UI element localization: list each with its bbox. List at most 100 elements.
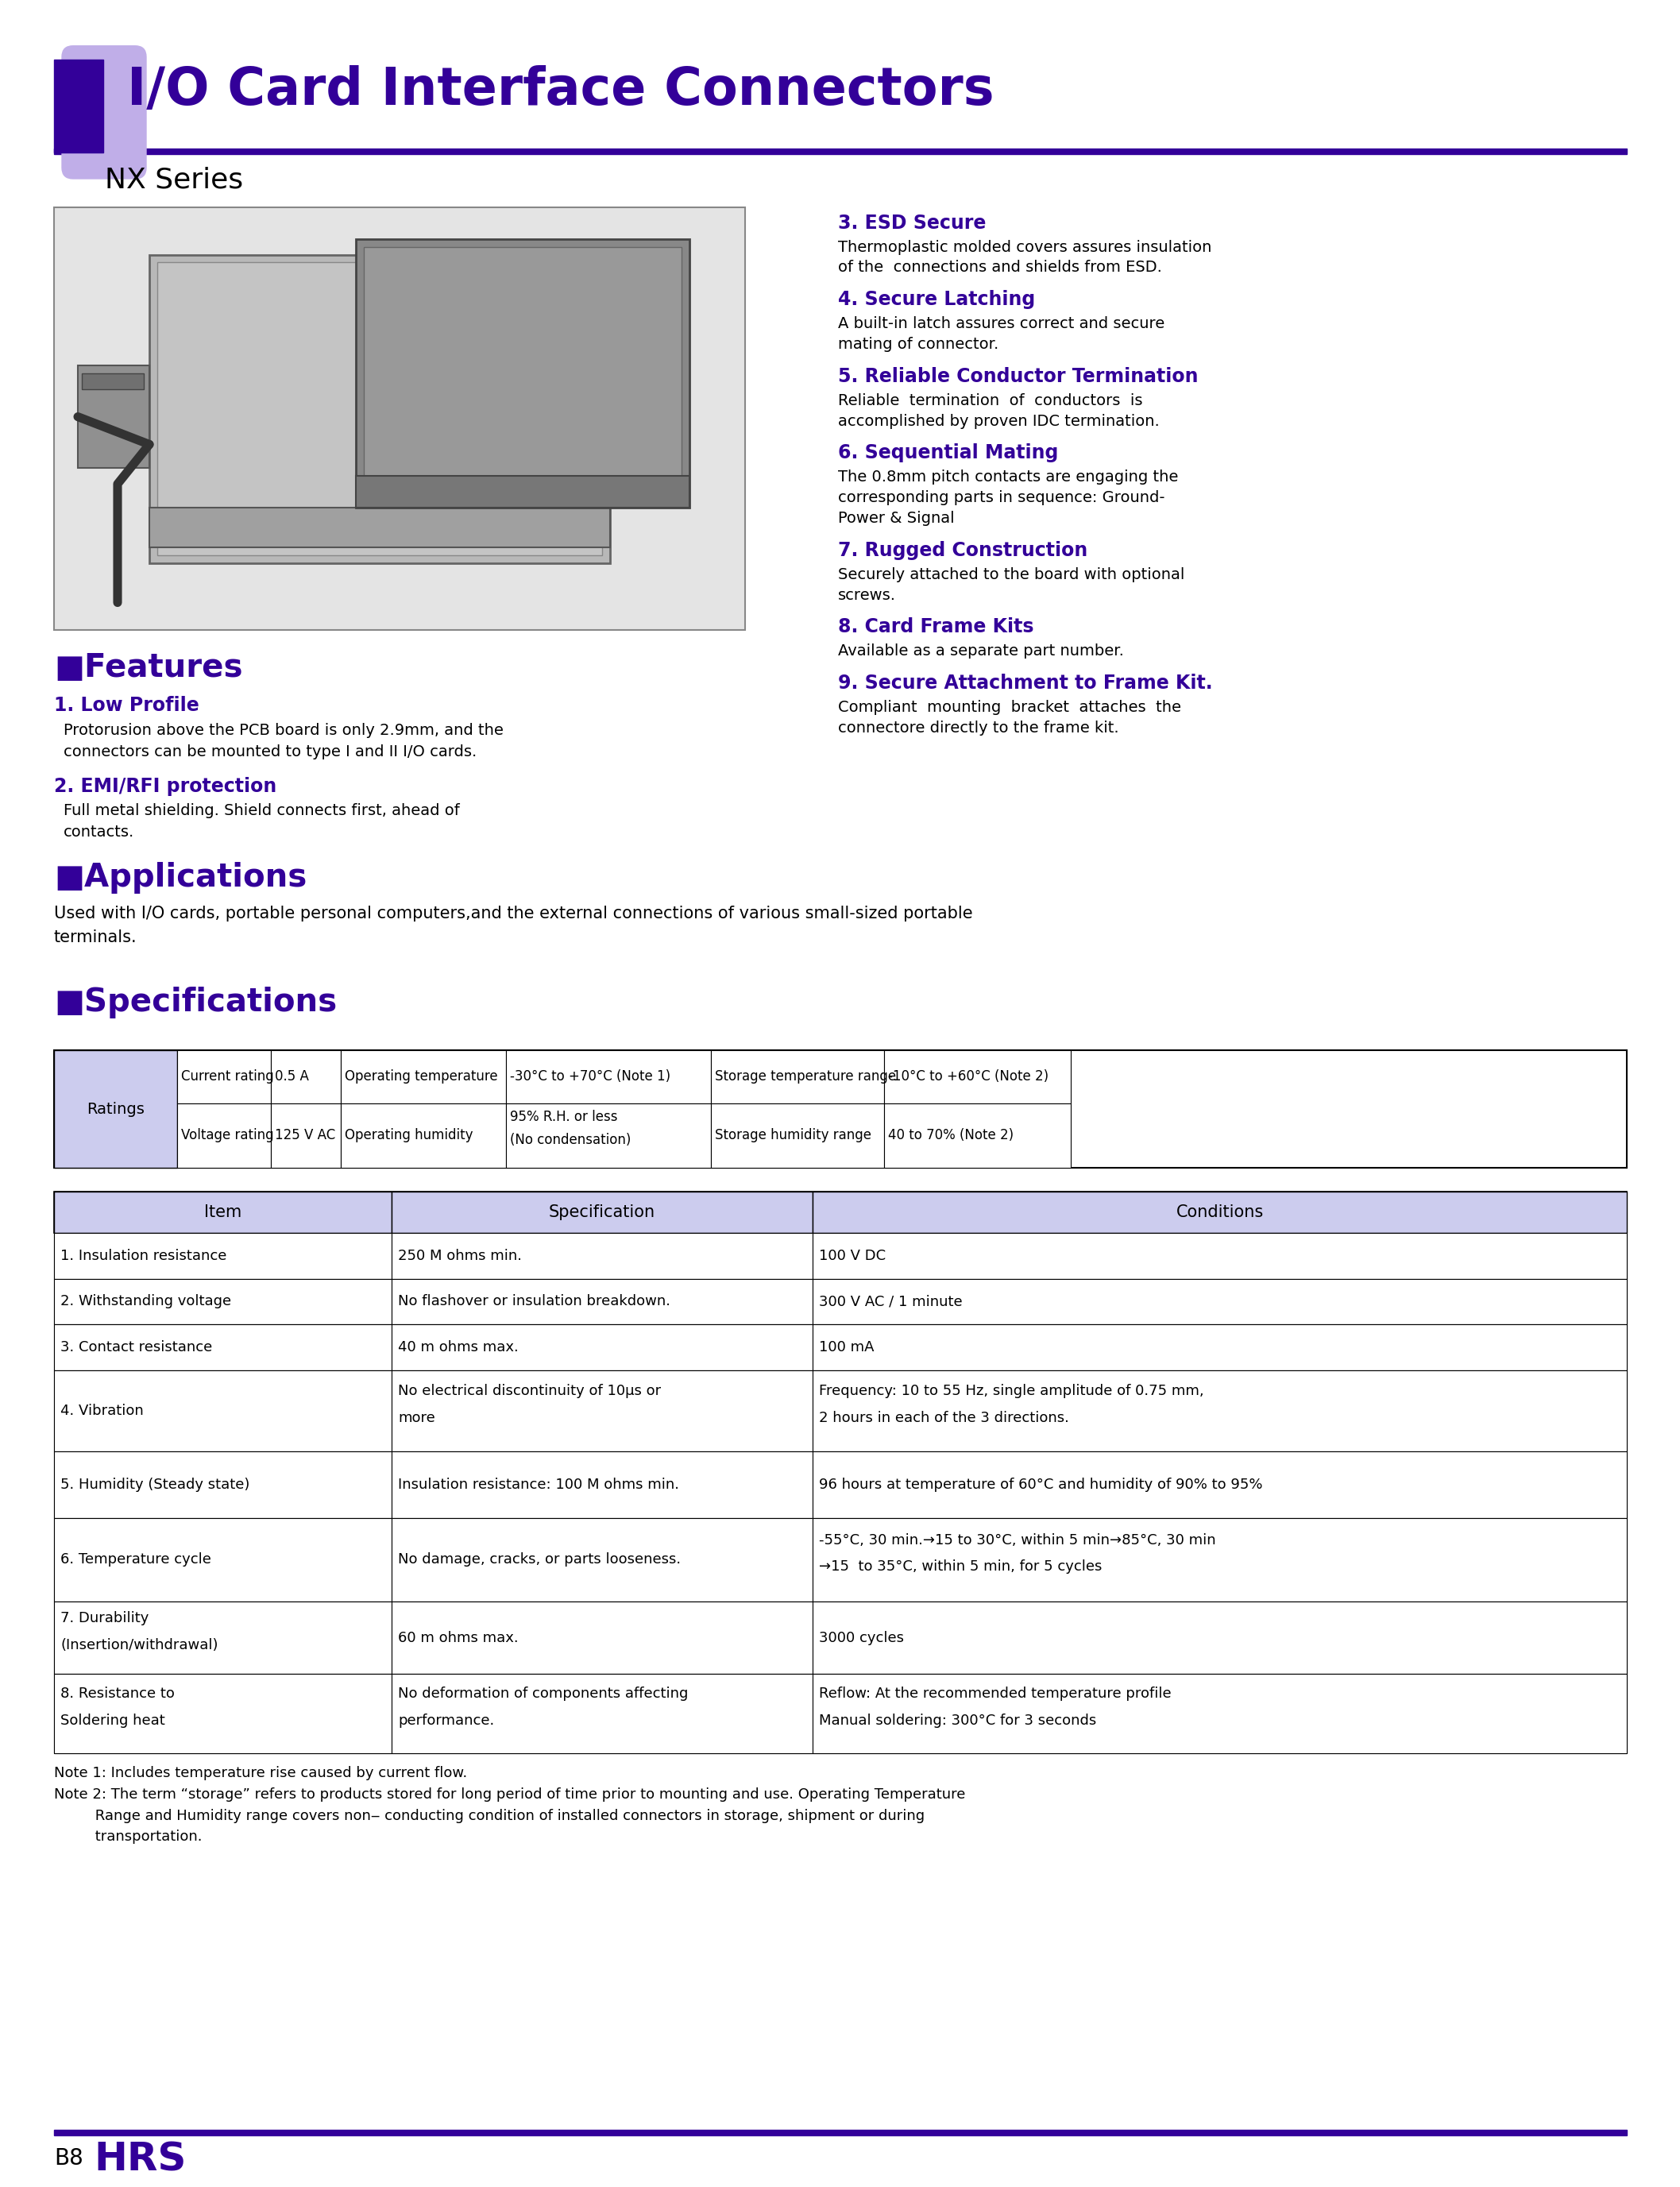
Bar — [506, 1050, 711, 1102]
Text: Protorusion above the PCB board is only 2.9mm, and the: Protorusion above the PCB board is only … — [64, 722, 504, 737]
Text: -10°C to +60°C (Note 2): -10°C to +60°C (Note 2) — [889, 1069, 1048, 1085]
Bar — [54, 1050, 1626, 1168]
Bar — [54, 1371, 1626, 1450]
Text: contacts.: contacts. — [64, 824, 134, 840]
Bar — [270, 1102, 341, 1168]
Bar — [813, 1450, 1626, 1518]
Bar — [813, 1325, 1626, 1371]
Bar — [391, 1450, 813, 1518]
Text: 250 M ohms min.: 250 M ohms min. — [398, 1249, 522, 1262]
Text: connectore directly to the frame kit.: connectore directly to the frame kit. — [838, 720, 1119, 735]
Text: 6. Temperature cycle: 6. Temperature cycle — [60, 1553, 212, 1566]
Text: 5. Humidity (Steady state): 5. Humidity (Steady state) — [60, 1478, 250, 1492]
Text: Storage temperature range: Storage temperature range — [716, 1069, 895, 1085]
Text: 1. Insulation resistance: 1. Insulation resistance — [60, 1249, 227, 1262]
Text: Available as a separate part number.: Available as a separate part number. — [838, 643, 1124, 658]
Text: Insulation resistance: 100 M ohms min.: Insulation resistance: 100 M ohms min. — [398, 1478, 679, 1492]
Text: 3000 cycles: 3000 cycles — [818, 1632, 904, 1645]
Text: terminals.: terminals. — [54, 929, 138, 945]
Text: Power & Signal: Power & Signal — [838, 512, 954, 525]
Bar — [884, 1102, 1070, 1168]
Bar — [813, 1601, 1626, 1673]
Text: 2. EMI/RFI protection: 2. EMI/RFI protection — [54, 776, 277, 796]
Bar — [54, 1518, 1626, 1601]
Text: 6. Sequential Mating: 6. Sequential Mating — [838, 444, 1058, 464]
Text: 95% R.H. or less: 95% R.H. or less — [511, 1109, 618, 1124]
Bar — [82, 374, 144, 389]
Text: No damage, cracks, or parts looseness.: No damage, cracks, or parts looseness. — [398, 1553, 680, 1566]
Bar — [54, 1050, 176, 1168]
Bar — [77, 365, 150, 468]
Text: 96 hours at temperature of 60°C and humidity of 90% to 95%: 96 hours at temperature of 60°C and humi… — [818, 1478, 1263, 1492]
Text: NX Series: NX Series — [104, 166, 244, 192]
Text: 125 V AC: 125 V AC — [276, 1128, 336, 1142]
Bar — [54, 1518, 391, 1601]
Text: 0.5 A: 0.5 A — [276, 1069, 309, 1085]
Bar — [391, 1518, 813, 1601]
Bar — [813, 1279, 1626, 1325]
Text: No flashover or insulation breakdown.: No flashover or insulation breakdown. — [398, 1295, 670, 1308]
Text: Conditions: Conditions — [1176, 1205, 1263, 1220]
Text: Reliable  termination  of  conductors  is: Reliable termination of conductors is — [838, 394, 1142, 409]
Bar — [54, 1192, 1626, 1233]
Text: No electrical discontinuity of 10μs or: No electrical discontinuity of 10μs or — [398, 1384, 660, 1397]
Text: Ratings: Ratings — [87, 1102, 144, 1118]
Text: ■Features: ■Features — [54, 652, 242, 685]
Text: 100 V DC: 100 V DC — [818, 1249, 885, 1262]
Bar — [54, 2130, 1626, 2135]
Bar — [711, 1050, 884, 1102]
Text: 2. Withstanding voltage: 2. Withstanding voltage — [60, 1295, 232, 1308]
Text: Thermoplastic molded covers assures insulation: Thermoplastic molded covers assures insu… — [838, 241, 1211, 254]
Bar — [356, 238, 689, 507]
Text: performance.: performance. — [398, 1715, 494, 1728]
Text: Note 2: The term “storage” refers to products stored for long period of time pri: Note 2: The term “storage” refers to pro… — [54, 1787, 966, 1802]
Text: Compliant  mounting  bracket  attaches  the: Compliant mounting bracket attaches the — [838, 700, 1181, 715]
Text: transportation.: transportation. — [54, 1831, 202, 1844]
Bar — [54, 1233, 1626, 1279]
Bar — [270, 1050, 341, 1102]
Bar — [54, 1325, 1626, 1371]
Text: 5. Reliable Conductor Termination: 5. Reliable Conductor Termination — [838, 367, 1198, 385]
Bar — [391, 1673, 813, 1754]
Text: 7. Durability: 7. Durability — [60, 1612, 150, 1625]
Bar — [54, 1233, 391, 1279]
Text: 60 m ohms max.: 60 m ohms max. — [398, 1632, 519, 1645]
Text: B8: B8 — [54, 2148, 84, 2170]
Bar — [813, 1518, 1626, 1601]
Text: HRS: HRS — [94, 2141, 186, 2178]
Text: screws.: screws. — [838, 588, 895, 604]
Text: Voltage rating: Voltage rating — [181, 1128, 274, 1142]
Text: 7. Rugged Construction: 7. Rugged Construction — [838, 540, 1087, 560]
Text: Full metal shielding. Shield connects first, ahead of: Full metal shielding. Shield connects fi… — [64, 803, 460, 818]
Text: A built-in latch assures correct and secure: A built-in latch assures correct and sec… — [838, 317, 1164, 332]
Text: Item: Item — [203, 1205, 242, 1220]
Text: mating of connector.: mating of connector. — [838, 337, 998, 352]
Text: Securely attached to the board with optional: Securely attached to the board with opti… — [838, 566, 1184, 582]
Bar — [176, 1102, 270, 1168]
Text: 40 m ohms max.: 40 m ohms max. — [398, 1341, 519, 1354]
Bar — [813, 1371, 1626, 1450]
Bar — [506, 1102, 711, 1168]
Text: 4. Vibration: 4. Vibration — [60, 1404, 143, 1417]
Bar — [54, 1325, 391, 1371]
Bar — [884, 1050, 1070, 1102]
Text: Manual soldering: 300°C for 3 seconds: Manual soldering: 300°C for 3 seconds — [818, 1715, 1097, 1728]
Text: ■Applications: ■Applications — [54, 862, 307, 894]
Text: 8. Card Frame Kits: 8. Card Frame Kits — [838, 617, 1033, 636]
Text: 40 to 70% (Note 2): 40 to 70% (Note 2) — [889, 1128, 1013, 1142]
Text: Reflow: At the recommended temperature profile: Reflow: At the recommended temperature p… — [818, 1686, 1171, 1701]
Bar — [54, 1601, 391, 1673]
Bar — [711, 1102, 884, 1168]
Bar — [150, 254, 610, 562]
Bar — [54, 1450, 391, 1518]
Text: 8. Resistance to: 8. Resistance to — [60, 1686, 175, 1701]
Text: Frequency: 10 to 55 Hz, single amplitude of 0.75 mm,: Frequency: 10 to 55 Hz, single amplitude… — [818, 1384, 1205, 1397]
Bar — [54, 149, 1626, 155]
Bar — [391, 1371, 813, 1450]
Bar — [54, 1371, 391, 1450]
Text: connectors can be mounted to type I and II I/O cards.: connectors can be mounted to type I and … — [64, 744, 477, 759]
Text: of the  connections and shields from ESD.: of the connections and shields from ESD. — [838, 260, 1163, 276]
Bar — [341, 1102, 506, 1168]
Bar — [391, 1279, 813, 1325]
Text: -30°C to +70°C (Note 1): -30°C to +70°C (Note 1) — [511, 1069, 670, 1085]
